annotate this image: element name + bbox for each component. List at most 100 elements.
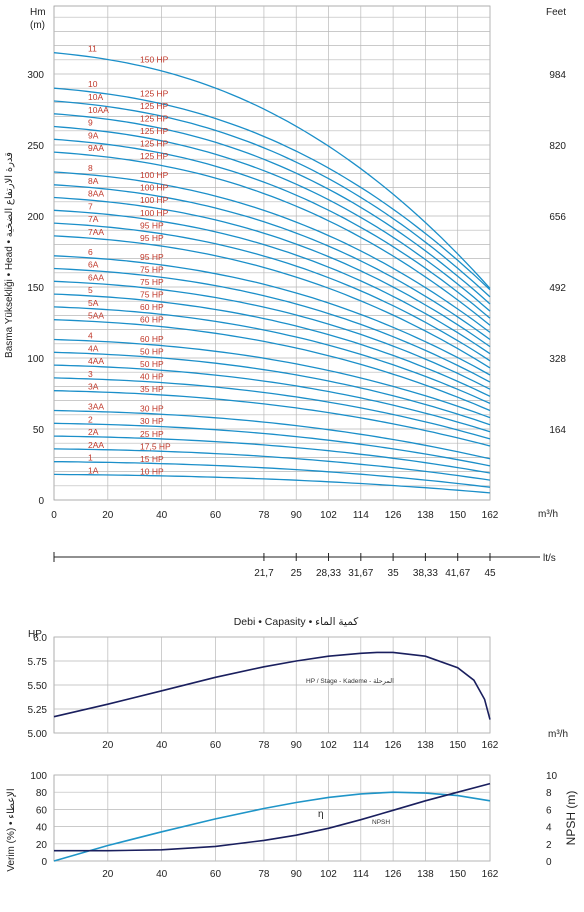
hp-label: 100 HP bbox=[140, 183, 169, 193]
head-curve-6 bbox=[53, 255, 491, 376]
eff-x-tick: 114 bbox=[353, 869, 369, 880]
stage-label: 6 bbox=[88, 247, 93, 257]
feet-tick: 164 bbox=[549, 425, 566, 436]
npsh-y-axis-title: NPSH (m) bbox=[564, 791, 578, 846]
stage-label: 7AA bbox=[88, 227, 104, 237]
head-curve-4AA bbox=[53, 364, 491, 433]
stage-label: 7A bbox=[88, 214, 99, 224]
power-y-tick: 5.00 bbox=[28, 729, 48, 740]
feet-tick: 656 bbox=[549, 212, 566, 223]
stage-label: 5AA bbox=[88, 311, 104, 321]
eff-x-tick: 60 bbox=[210, 869, 222, 880]
efficiency-curve bbox=[53, 791, 491, 862]
power-x-unit: m³/h bbox=[548, 729, 568, 740]
head-curve-9A bbox=[53, 138, 491, 319]
npsh-y-tick: 2 bbox=[546, 840, 552, 851]
hp-label: 125 HP bbox=[140, 151, 169, 161]
hp-label: 25 HP bbox=[140, 429, 164, 439]
eff-x-tick: 162 bbox=[482, 869, 499, 880]
power-x-tick: 150 bbox=[449, 740, 466, 751]
hp-label: 75 HP bbox=[140, 277, 164, 287]
npsh-y-tick: 0 bbox=[546, 857, 552, 868]
lts-tick-label: 25 bbox=[291, 568, 303, 579]
hp-label: 125 HP bbox=[140, 113, 169, 123]
head-curve-4 bbox=[53, 338, 491, 419]
power-y-tick: 6.0 bbox=[33, 633, 47, 644]
head-x-tick: 0 bbox=[51, 510, 57, 521]
eff-chart-frame bbox=[53, 774, 491, 862]
stage-label: 3AA bbox=[88, 402, 104, 412]
lts-tick-label: 35 bbox=[388, 568, 400, 579]
efficiency-npsh-chart: 0 20 40 60 80 100 0 2 4 6 8 10 20 40 60 78 90 102 114 126… bbox=[6, 771, 578, 880]
flow-lts-axis: 21,7 25 28,33 31,67 35 38,33 41,67 45 lt/s bbox=[53, 552, 556, 579]
npsh-series-label: NPSH bbox=[372, 819, 390, 826]
power-annotation: HP / Stage - Kademe - المرحلة bbox=[306, 678, 394, 685]
head-x-tick: 40 bbox=[156, 510, 168, 521]
power-chart-title: Debi • Capasity • كمية الماء bbox=[234, 616, 359, 628]
stage-label: 2A bbox=[88, 427, 99, 437]
npsh-y-tick: 6 bbox=[546, 805, 552, 816]
head-x-tick: 20 bbox=[102, 510, 114, 521]
head-x-tick: 138 bbox=[417, 510, 434, 521]
feet-tick: 820 bbox=[549, 141, 566, 152]
eff-x-tick: 78 bbox=[258, 869, 270, 880]
head-x-tick: 90 bbox=[291, 510, 303, 521]
hp-label: 150 HP bbox=[140, 54, 169, 64]
power-y-tick: 5.75 bbox=[28, 657, 48, 668]
eff-x-tick: 90 bbox=[291, 869, 303, 880]
eff-x-tick: 150 bbox=[449, 869, 466, 880]
head-y-tick: 250 bbox=[27, 141, 44, 152]
efficiency-series-label: η bbox=[318, 809, 324, 820]
head-curve-5AA bbox=[53, 319, 491, 412]
stage-label: 5A bbox=[88, 298, 99, 308]
stage-label: 7 bbox=[88, 201, 93, 211]
hp-label: 95 HP bbox=[140, 233, 164, 243]
head-curve-2AA bbox=[53, 448, 491, 481]
head-x-tick: 126 bbox=[385, 510, 402, 521]
hp-label: 95 HP bbox=[140, 252, 164, 262]
power-y-tick: 5.25 bbox=[28, 705, 48, 716]
head-x-tick: 102 bbox=[320, 510, 337, 521]
stage-label: 6AA bbox=[88, 272, 104, 282]
lts-tick-label: 28,33 bbox=[316, 568, 341, 579]
lts-tick-label: 21,7 bbox=[254, 568, 274, 579]
hp-label: 100 HP bbox=[140, 208, 169, 218]
lts-unit: lt/s bbox=[543, 553, 556, 564]
head-y-unit-label: Hm bbox=[30, 7, 46, 18]
head-y-tick: 0 bbox=[38, 496, 44, 507]
power-y-tick: 5.50 bbox=[28, 681, 48, 692]
head-curve-2A bbox=[53, 435, 491, 474]
head-curve-7A bbox=[53, 222, 491, 362]
head-curve-7AA bbox=[53, 235, 491, 369]
head-curve-9 bbox=[53, 125, 491, 312]
hp-label: 60 HP bbox=[140, 315, 164, 325]
hp-label: 35 HP bbox=[140, 384, 164, 394]
head-x-tick: 150 bbox=[449, 510, 466, 521]
eff-y-axis-title: Verim (%) • الإعطاء bbox=[6, 788, 17, 871]
npsh-y-tick: 10 bbox=[546, 771, 558, 782]
hp-label: 50 HP bbox=[140, 347, 164, 357]
head-chart-frame bbox=[53, 5, 491, 501]
power-y-label: HP bbox=[28, 629, 42, 640]
hp-label: 50 HP bbox=[140, 359, 164, 369]
hp-label: 40 HP bbox=[140, 372, 164, 382]
stage-label: 8A bbox=[88, 176, 99, 186]
eff-x-tick: 40 bbox=[156, 869, 168, 880]
stage-label: 11 bbox=[88, 44, 97, 54]
stage-label: 3 bbox=[88, 369, 93, 379]
stage-label: 4A bbox=[88, 343, 99, 353]
stage-label: 9A bbox=[88, 130, 99, 140]
hp-label: 15 HP bbox=[140, 454, 164, 464]
power-x-tick: 138 bbox=[417, 740, 434, 751]
hp-label: 75 HP bbox=[140, 265, 164, 275]
lts-tick-label: 31,67 bbox=[348, 568, 373, 579]
head-curve-3 bbox=[53, 377, 491, 440]
eff-x-tick: 138 bbox=[417, 869, 434, 880]
eff-y-tick: 100 bbox=[30, 771, 47, 782]
eff-x-tick: 126 bbox=[385, 869, 402, 880]
head-curve-8AA bbox=[53, 196, 491, 348]
head-curve-5 bbox=[53, 293, 491, 397]
hp-label: 75 HP bbox=[140, 290, 164, 300]
stage-label: 2 bbox=[88, 414, 93, 424]
